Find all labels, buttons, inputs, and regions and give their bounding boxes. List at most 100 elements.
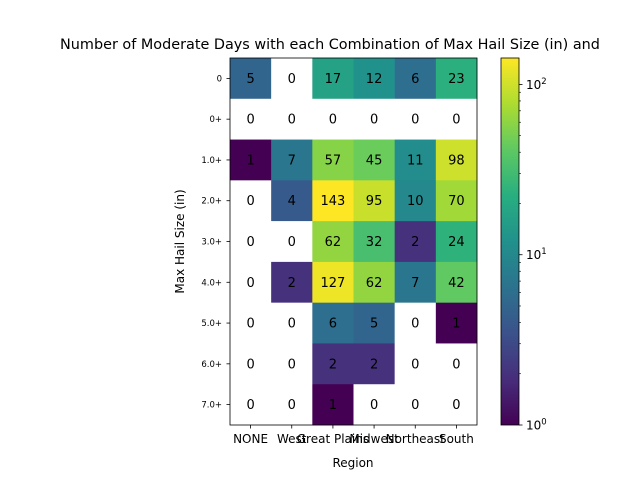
cell-value-label: 0 [288,317,296,332]
cell-value-label: 0 [452,398,460,413]
heatmap-cell [394,384,437,426]
cell-value-label: 0 [411,317,419,332]
cell-value-label: 2 [288,276,296,291]
cell-value-label: 5 [246,72,254,87]
heatmap-cell [271,302,313,344]
y-axis-ticks: 0 0+ 1.0+ 2.0+ 3.0+ 4.0+ 5.0+ 6.0+ 7.0+ [201,74,230,411]
heatmap-cell [435,261,478,303]
x-tick-label: NONE [233,432,268,446]
heatmap-cell [353,261,395,303]
x-axis-label: Region [332,456,373,470]
heatmap-cell [271,343,313,385]
cell-value-label: 45 [366,153,383,168]
cell-value-label: 1 [246,153,254,168]
heatmap-cell [312,302,354,344]
heatmap-cell [435,302,478,344]
cell-value-label: 0 [411,113,419,128]
y-tick-label: 6.0+ [201,360,222,370]
cell-value-label: 57 [325,153,342,168]
heatmap-cell [230,139,272,181]
cell-value-label: 2 [370,357,378,372]
cell-value-labels: 5 0 17 12 6 230 0 0 0 0 01 7 57 45 11 980 4 143 95 10 700 0 62… [246,72,464,413]
heatmap-cell [394,98,437,140]
y-tick-label: 4.0+ [201,278,222,288]
heatmap-cell [353,180,395,222]
cell-value-label: 2 [329,357,337,372]
heatmap-cell [230,384,272,426]
cell-value-label: 0 [288,398,296,413]
heatmap-cell [353,384,395,426]
heatmap-cell [230,58,272,100]
cell-value-label: 17 [325,72,342,87]
cell-value-label: 11 [407,153,424,168]
cell-value-label: 62 [325,235,342,250]
cell-value-label: 6 [411,72,419,87]
colorbar: 100 101 102 [500,57,547,433]
heatmap-cell [230,180,272,222]
cell-value-label: 95 [366,194,383,209]
cell-value-label: 143 [321,194,346,209]
cell-value-label: 0 [370,398,378,413]
heatmap-cell [353,221,395,263]
x-tick-label: South [439,432,474,446]
cell-value-label: 0 [246,398,254,413]
x-tick-label: Great Plains [297,432,369,446]
heatmap-cells [230,58,478,426]
cell-value-label: 0 [246,317,254,332]
heatmap-cell [271,221,313,263]
colorbar-tick-label: 100 [526,418,547,433]
y-tick-label: 2.0+ [201,197,222,207]
heatmap-cell [312,343,354,385]
heatmap-cell [230,343,272,385]
cell-value-label: 7 [288,153,296,168]
heatmap-cell [394,139,437,181]
heatmap-cell [230,98,272,140]
heatmap-cell [394,58,437,100]
chart-title: Number of Moderate Days with each Combin… [60,37,600,53]
cell-value-label: 0 [288,72,296,87]
heatmap-cell [394,343,437,385]
colorbar-tick-label: 101 [526,247,547,262]
cell-value-label: 0 [370,113,378,128]
colorbar-tick-label: 102 [526,77,547,92]
heatmap-cell [312,261,354,303]
x-tick-label: Northeast [386,432,446,446]
cell-value-label: 5 [370,317,378,332]
cell-value-label: 70 [448,194,465,209]
heatmap-cell [435,180,478,222]
y-tick-label: 1.0+ [201,156,222,166]
cell-value-label: 24 [448,235,465,250]
heatmap-cell [230,221,272,263]
cell-value-label: 4 [288,194,296,209]
cell-value-label: 0 [411,398,419,413]
cell-value-label: 10 [407,194,424,209]
heatmap-cell [353,302,395,344]
colorbar-gradient [500,57,520,426]
heatmap-cell [435,98,478,140]
cell-value-label: 0 [288,113,296,128]
cell-value-label: 0 [411,357,419,372]
heatmap-cell [230,261,272,303]
cell-value-label: 0 [329,113,337,128]
y-axis-label: Max Hail Size (in) [173,189,187,293]
heatmap-cell [394,302,437,344]
heatmap-cell [353,98,395,140]
cell-value-label: 0 [246,113,254,128]
heatmap-cell [394,221,437,263]
cell-value-label: 62 [366,276,383,291]
colorbar-ticks: 100 101 102 [519,77,547,433]
cell-value-label: 6 [329,317,337,332]
heatmap-cell [435,384,478,426]
heatmap-cell [394,261,437,303]
cell-value-label: 98 [448,153,465,168]
heatmap-cell [271,384,313,426]
heatmap-cell [271,58,313,100]
cell-value-label: 127 [321,276,346,291]
y-tick-label: 0+ [209,115,222,125]
cell-value-label: 0 [246,194,254,209]
heatmap-cell [353,58,395,100]
y-tick-label: 7.0+ [201,401,222,411]
heatmap-cell [435,58,478,100]
heatmap-cell [312,384,354,426]
